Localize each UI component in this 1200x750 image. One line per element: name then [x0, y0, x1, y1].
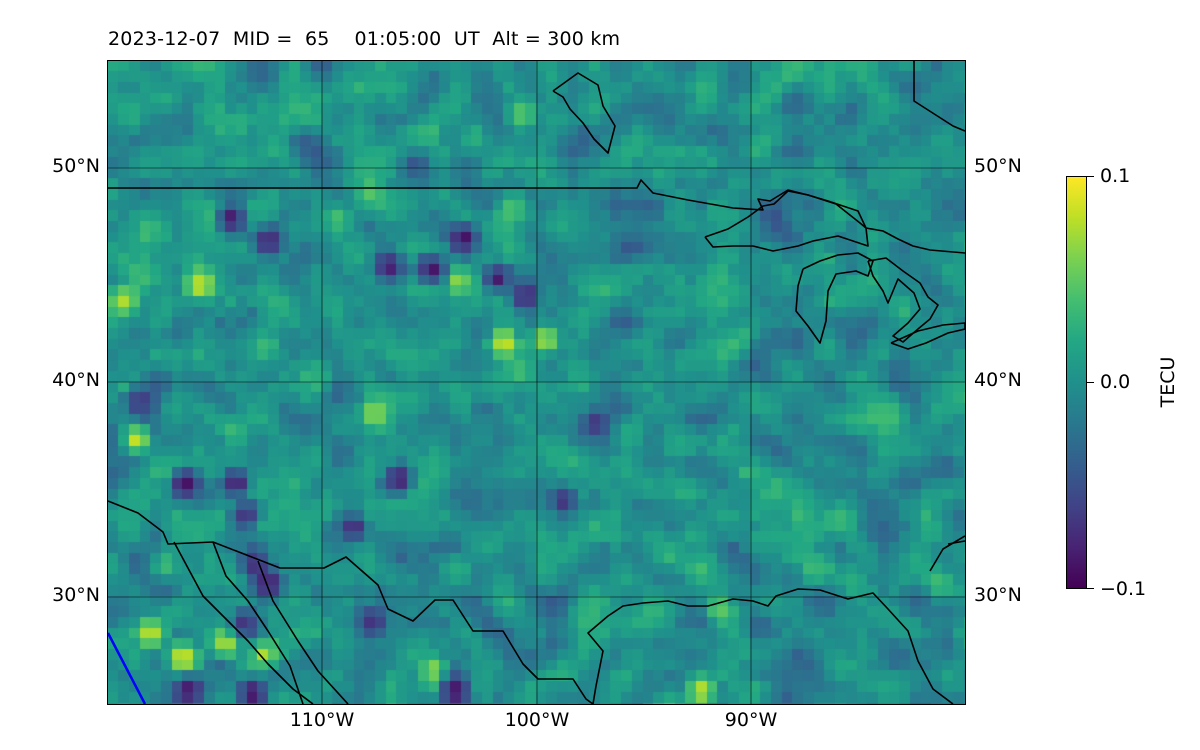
- lake-erie-ontario: [890, 322, 965, 350]
- baja-peninsula: [173, 541, 314, 704]
- lake-superior: [704, 190, 869, 252]
- map-overlay: [108, 61, 965, 704]
- map-title: 2023-12-07 MID = 65 01:05:00 UT Alt = 30…: [108, 28, 621, 50]
- colorbar-label-min: −0.1: [1100, 578, 1147, 600]
- lat-label-40-left: 40°N: [52, 369, 100, 391]
- colorbar-tick-max: [1087, 176, 1094, 177]
- lake-winnipeg: [552, 72, 616, 154]
- hudson-bay-shore: [913, 61, 965, 132]
- lon-label-90w: 90°W: [724, 709, 778, 731]
- lat-label-40-right: 40°N: [974, 369, 1022, 391]
- colorbar-label-zero: 0.0: [1100, 371, 1131, 393]
- lon-label-110w: 110°W: [289, 709, 355, 731]
- colorbar-tick-zero: [1087, 382, 1094, 383]
- us-canada-border: [108, 179, 965, 254]
- us-mexico-border: [108, 500, 594, 704]
- gulf-coast: [587, 588, 954, 704]
- colorbar: [1066, 176, 1087, 589]
- colorbar-label-max: 0.1: [1100, 165, 1131, 187]
- lake-huron: [867, 257, 939, 343]
- mexico-west-coast: [257, 560, 349, 704]
- coastlines: [108, 61, 965, 704]
- colorbar-title: TECU: [1157, 356, 1179, 408]
- lake-michigan: [795, 252, 874, 344]
- colorbar-tick-min: [1087, 588, 1094, 589]
- gulf-of-california: [212, 541, 304, 704]
- florida-peninsula: [929, 535, 965, 572]
- atlantic-coast: [947, 540, 965, 545]
- tec-map: [107, 60, 966, 705]
- solar-terminator-line: [108, 632, 147, 704]
- gridlines: [108, 61, 965, 704]
- lat-label-50-left: 50°N: [52, 155, 100, 177]
- lat-label-30-left: 30°N: [52, 584, 100, 606]
- lon-label-100w: 100°W: [504, 709, 570, 731]
- lat-label-30-right: 30°N: [974, 584, 1022, 606]
- lat-label-50-right: 50°N: [974, 155, 1022, 177]
